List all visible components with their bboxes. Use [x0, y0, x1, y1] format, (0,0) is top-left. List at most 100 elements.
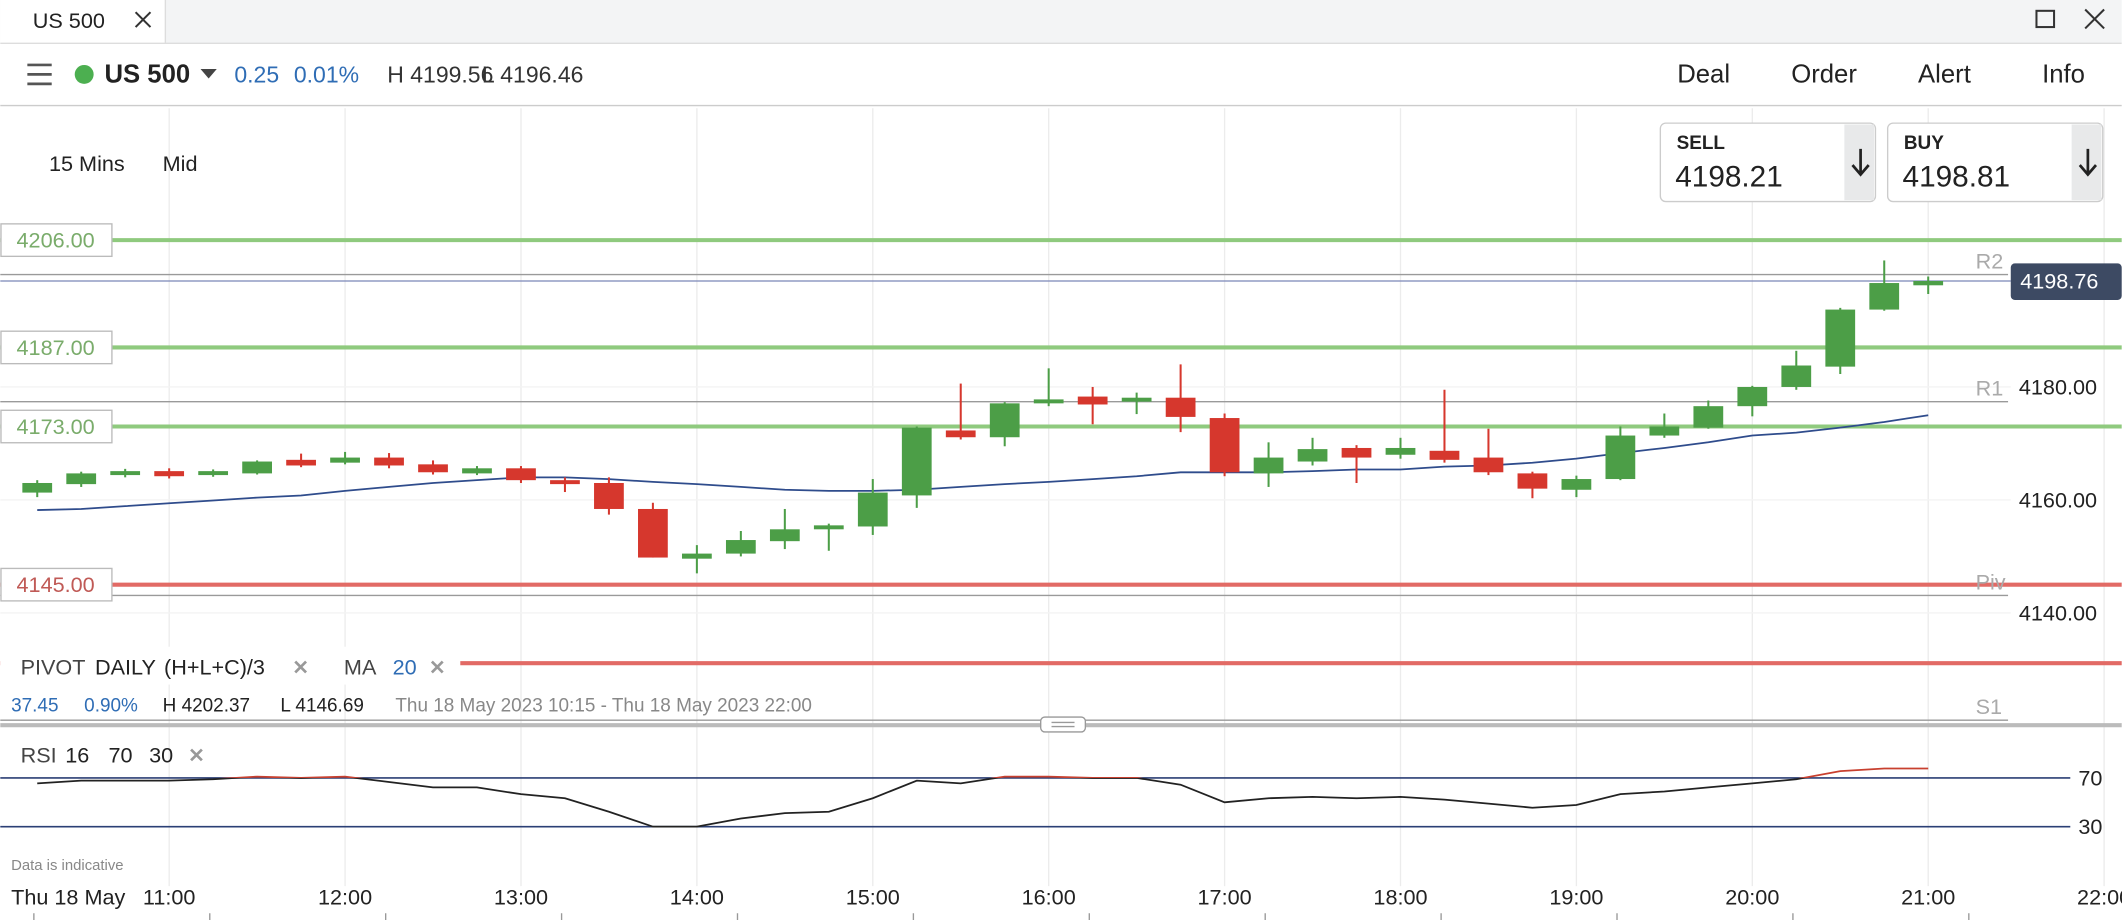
tab[interactable]: [0, 0, 166, 44]
sell-button[interactable]: [1659, 122, 1877, 203]
candle-body: [1341, 447, 1372, 458]
interval[interactable]: 15 Mins: [49, 151, 125, 176]
y-tick-label: 4160.00: [2019, 487, 2097, 512]
x-tick-label: 19:00: [1549, 885, 1603, 910]
level-tag: [0, 409, 113, 444]
level-label: 4145.00: [17, 572, 95, 597]
instrument[interactable]: US 500: [104, 60, 190, 88]
candle-body: [1605, 435, 1636, 480]
candle-body: [1385, 447, 1416, 455]
buy-button[interactable]: [1886, 122, 2104, 203]
resize-handle[interactable]: [1040, 716, 1087, 733]
x-tick-label: 11:00: [143, 885, 196, 910]
candle-body: [1429, 450, 1460, 460]
last-price-tag: [2010, 263, 2122, 300]
candle-body: [550, 480, 580, 485]
candle-body: [1561, 479, 1592, 490]
level-label: 4173.00: [17, 414, 95, 439]
range-dates: Thu 18 May 2023 10:15 - Thu 18 May 2023 …: [395, 696, 812, 717]
tab-title: US 500: [33, 8, 105, 33]
candle-body: [66, 473, 97, 485]
y-tick-label: 30: [2078, 814, 2102, 839]
candle-body: [638, 508, 668, 558]
ma-label: MA: [344, 655, 377, 680]
close[interactable]: [2084, 8, 2105, 30]
range-high: H 4202.37: [163, 696, 250, 717]
tab-bar: [0, 0, 2122, 44]
x-tick-label: 13:00: [494, 885, 548, 910]
remove-rsi[interactable]: [190, 748, 203, 762]
candle-body: [1165, 397, 1196, 417]
candle-body: [813, 525, 844, 530]
buy-label: BUY: [1904, 133, 1944, 154]
pivot-label: R1: [1976, 376, 2004, 401]
x-tick-label: 16:00: [1022, 885, 1076, 910]
menu-item[interactable]: Deal: [1677, 60, 1730, 88]
level-label: 4206.00: [17, 228, 95, 253]
maximize[interactable]: [2035, 9, 2056, 29]
candle-body: [286, 459, 316, 466]
pivot-period: DAILY: [95, 655, 156, 680]
status-dot: [74, 64, 94, 84]
series-line: [37, 767, 1929, 828]
candle-body: [374, 457, 404, 466]
candle-body: [769, 529, 800, 542]
menu-icon[interactable]: [27, 63, 52, 86]
candle-body: [1253, 457, 1284, 474]
level-label: 4187.00: [17, 335, 95, 360]
candle-body: [1517, 473, 1548, 489]
y-tick-label: 4180.00: [2019, 374, 2097, 399]
series-line: [37, 414, 1929, 511]
candle-body: [725, 540, 756, 554]
legend-bg: [0, 646, 461, 685]
pivot-label: PIVOT: [21, 655, 86, 680]
candle-body: [945, 430, 976, 438]
candle-body: [1869, 283, 1900, 310]
x-tick-label: 22:00: [2077, 885, 2122, 910]
candle-body: [1913, 281, 1944, 286]
candle-body: [330, 457, 360, 463]
candle-body: [989, 403, 1020, 438]
candle-body: [1473, 457, 1504, 473]
x-tick-label: 21:00: [1901, 885, 1955, 910]
x-tick-label: 18:00: [1373, 885, 1427, 910]
remove-pivot[interactable]: [294, 660, 308, 674]
pivot-label: R2: [1976, 249, 2004, 274]
candle-body: [594, 482, 624, 509]
x-tick-label: 14:00: [670, 885, 724, 910]
range-low: L 4146.69: [280, 696, 364, 717]
level-tag: [0, 567, 113, 602]
candle-body: [506, 468, 536, 481]
ma-period: 20: [393, 655, 417, 680]
x-tick-label: 15:00: [846, 885, 900, 910]
sell-price: 4198.21: [1675, 161, 1783, 194]
candle-body: [1077, 396, 1108, 405]
candle-body: [857, 492, 888, 527]
candle-body: [22, 482, 53, 493]
candle-body: [1033, 399, 1064, 404]
menu-item[interactable]: Alert: [1918, 60, 1971, 88]
low: L 4196.46: [482, 61, 583, 87]
candle-body: [462, 468, 492, 474]
rsi-upper: 70: [109, 742, 133, 767]
dropdown[interactable]: [200, 69, 217, 79]
rsi-lower: 30: [149, 742, 173, 767]
price-type[interactable]: Mid: [163, 151, 198, 176]
x-tick-label: 12:00: [318, 885, 372, 910]
high: H 4199.56: [387, 61, 493, 87]
candle-body: [154, 471, 185, 477]
x-tick-label: 17:00: [1198, 885, 1252, 910]
last-price-label: 4198.76: [2020, 269, 2098, 294]
candle-body: [1825, 309, 1856, 367]
tab-close[interactable]: [134, 11, 152, 28]
range-change-pct: 0.90%: [84, 696, 138, 717]
candle-body: [1649, 426, 1680, 436]
remove-ma[interactable]: [430, 660, 444, 674]
menu-item[interactable]: Order: [1791, 60, 1857, 88]
date-label: Thu 18 May: [11, 885, 125, 910]
candle-body: [110, 471, 141, 476]
menu-item[interactable]: Info: [2042, 60, 2085, 88]
candle-body: [242, 461, 272, 474]
pivot-label: S1: [1976, 694, 2002, 719]
